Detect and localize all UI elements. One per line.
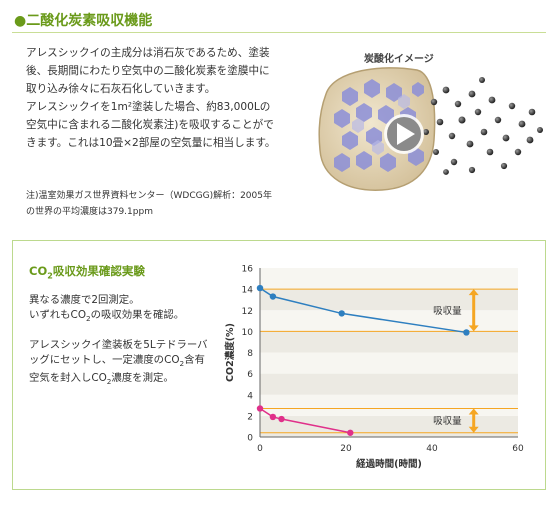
x-tick-label: 40 (426, 444, 438, 454)
experiment-panel: CO2吸収効果確認実験 異なる濃度で2回測定。 いずれもCO2の吸収効果を確認。… (12, 240, 546, 490)
data-point (338, 310, 345, 317)
chart-band (260, 289, 518, 311)
bracket-arrow-down (468, 426, 479, 433)
data-point (463, 329, 470, 336)
series-line (259, 287, 467, 334)
data-point (347, 429, 354, 436)
footnote: 注)温室効果ガス世界資料センター（WDCGG)解析：2005年 の世界の平均濃度… (26, 188, 288, 220)
y-tick-label: 16 (242, 265, 254, 275)
y-tick-label: 8 (247, 349, 253, 359)
intro-line: アレスシックイを1m²塗装した場合、約83,000Lの (26, 101, 271, 113)
co2-particles (423, 77, 543, 175)
play-icon[interactable] (384, 114, 424, 154)
footnote-line: の世界の平均濃度は379.1ppm (26, 207, 153, 217)
x-tick-label: 20 (340, 444, 352, 454)
x-tick-label: 0 (257, 444, 263, 454)
y-tick-label: 0 (247, 434, 253, 444)
x-tick-label: 60 (512, 444, 524, 454)
y-tick-label: 2 (247, 412, 253, 422)
chart-band (260, 352, 518, 374)
experiment-line: アレスシックイ塗装板を5Lテドラーバ (29, 339, 208, 352)
chart-band (260, 373, 518, 395)
y-tick-label: 12 (242, 307, 253, 317)
data-point (278, 415, 285, 423)
y-axis-label: CO2濃度(%) (224, 323, 236, 382)
intro-line: 後、長期間にわたり空気中の二酸化炭素を塗膜中に (26, 65, 270, 77)
intro-line: アレスシックイの主成分は消石灰であるため、塗装 (26, 47, 270, 59)
carbonation-video[interactable]: 炭酸化イメージ (312, 40, 548, 200)
chart-band (260, 268, 518, 290)
carbonation-illustration (318, 67, 543, 191)
x-axis-label: 経過時間(時間) (356, 458, 422, 470)
experiment-line: 空気を封入しCO2濃度を測定。 (29, 372, 174, 387)
intro-text: アレスシックイの主成分は消石灰であるため、塗装 後、長期間にわたり空気中の二酸化… (26, 44, 288, 152)
experiment-title: CO2吸収効果確認実験 (29, 264, 145, 281)
visual-label: 炭酸化イメージ (364, 54, 434, 65)
experiment-line: いずれもCO2の吸収効果を確認。 (29, 309, 185, 324)
bracket-arrow-up (468, 408, 479, 415)
data-point (256, 405, 264, 412)
data-point (269, 293, 277, 300)
chart-band (260, 394, 518, 416)
bracket-arrow-up (468, 289, 479, 296)
y-tick-label: 10 (242, 328, 254, 338)
y-tick-label: 4 (247, 391, 253, 401)
intro-line: きます。これは10畳×2部屋の空気量に相当します。 (26, 137, 276, 149)
experiment-line: 異なる濃度で2回測定。 (29, 294, 140, 306)
title-divider (12, 32, 546, 33)
y-tick-label: 6 (247, 370, 253, 380)
intro-line: 空気中に含まれる二酸化炭素注)を吸収することがで (26, 119, 274, 131)
data-point (269, 413, 277, 421)
footnote-line: 注)温室効果ガス世界資料センター（WDCGG)解析：2005年 (26, 191, 272, 201)
section-title: ●二酸化炭素吸収機能 (14, 13, 153, 29)
bracket-arrow-down (468, 325, 479, 332)
chart-band (260, 415, 518, 437)
experiment-line: ッグにセットし、一定濃度のCO2含有 (29, 354, 205, 369)
annotation-label: 吸収量 (433, 305, 462, 317)
data-point (256, 284, 264, 292)
series-line (259, 407, 351, 434)
annotation-label: 吸収量 (433, 415, 462, 427)
chart-band (260, 331, 518, 353)
experiment-description: 異なる濃度で2回測定。 いずれもCO2の吸収効果を確認。 アレスシックイ塗装板を… (29, 293, 219, 389)
y-tick-label: 14 (242, 286, 254, 296)
intro-line: 取り込み徐々に石灰石化していきます。 (26, 83, 216, 95)
